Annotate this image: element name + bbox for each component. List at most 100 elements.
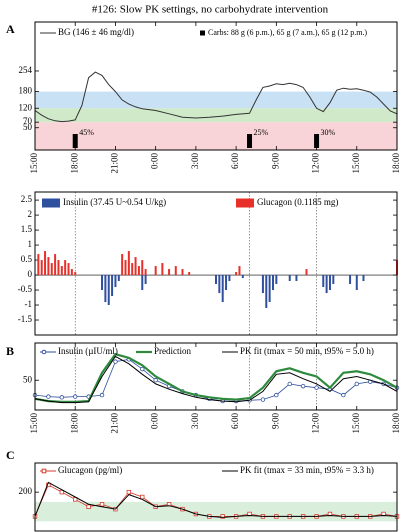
legend-label: Insulin (µIU/ml) xyxy=(58,346,118,356)
y-tick-label: 2 xyxy=(28,209,33,219)
plot-area xyxy=(35,192,397,335)
data-point xyxy=(126,489,132,495)
bar xyxy=(50,263,53,276)
data-point xyxy=(354,381,359,387)
panel-label: A xyxy=(6,22,15,36)
plot-frame xyxy=(34,342,398,411)
data-point xyxy=(274,392,279,398)
bar xyxy=(325,275,328,294)
x-tick-label: 21:00 xyxy=(110,413,120,434)
bar xyxy=(144,269,147,276)
legend-label: Glucagon (pg/ml) xyxy=(58,465,122,475)
data-point xyxy=(260,397,266,402)
annotation: Carbs: 88 g (6 p.m.), 65 g (7 a.m.), 65 … xyxy=(208,28,367,37)
bar xyxy=(40,260,43,276)
bar xyxy=(305,269,308,276)
legend-label: PK fit (tmax = 33 min, t95% = 3.3 h) xyxy=(240,465,374,475)
bar xyxy=(101,275,104,291)
x-tick-label: 0:00 xyxy=(150,153,160,170)
bar xyxy=(104,275,107,303)
x-tick-label: 21:00 xyxy=(110,153,120,174)
bar xyxy=(221,275,224,303)
x-tick-label: 9:00 xyxy=(270,413,280,430)
data-point xyxy=(287,381,292,387)
bar xyxy=(288,275,291,282)
y-tick-label: 1.5 xyxy=(21,224,33,234)
bar xyxy=(265,275,268,309)
bar xyxy=(268,275,271,303)
figure-title: #126: Slow PK settings, no carbohydrate … xyxy=(92,4,329,16)
y-tick-label: 70 xyxy=(23,116,33,126)
data-point xyxy=(73,497,78,502)
bar xyxy=(238,266,241,276)
data-point xyxy=(99,392,105,398)
bar xyxy=(355,275,358,291)
bar xyxy=(67,263,70,276)
bar xyxy=(218,275,221,294)
x-tick-label: 18:00 xyxy=(391,153,401,174)
bar xyxy=(188,272,191,276)
y-tick-label: 120 xyxy=(19,102,33,112)
y-tick-label: 200 xyxy=(19,486,33,496)
bar xyxy=(141,260,144,276)
bar xyxy=(137,266,140,276)
carb-bar xyxy=(314,134,320,148)
bar xyxy=(114,275,117,288)
data-point xyxy=(86,504,91,509)
carb-label: 30% xyxy=(321,128,336,137)
bar xyxy=(70,269,73,276)
data-point xyxy=(341,392,346,398)
y-tick-label: 180 xyxy=(19,86,33,96)
bar xyxy=(144,275,147,285)
y-tick-label: 1 xyxy=(28,239,33,249)
bar xyxy=(54,254,57,276)
bar xyxy=(174,266,177,276)
data-point xyxy=(153,378,158,383)
carb-bar xyxy=(72,134,78,148)
legend-swatch xyxy=(42,198,60,208)
bar xyxy=(228,275,231,282)
range-band xyxy=(35,108,397,123)
bar xyxy=(235,272,238,276)
x-tick-label: 6:00 xyxy=(230,153,240,170)
y-tick-label: 50 xyxy=(23,122,33,132)
bar xyxy=(271,275,274,291)
y-tick-label: 2.5 xyxy=(21,194,33,204)
bar xyxy=(295,275,298,282)
data-point xyxy=(300,383,306,389)
bar xyxy=(349,275,352,285)
x-tick-label: 3:00 xyxy=(190,413,200,430)
bar xyxy=(328,275,331,291)
carb-bar xyxy=(247,134,253,148)
range-band xyxy=(35,122,397,150)
x-tick-label: 18:00 xyxy=(69,153,79,174)
bar xyxy=(168,269,171,276)
data-point xyxy=(59,489,65,495)
legend-label: Glucagon (0.1185 mg) xyxy=(257,197,338,207)
carb-label: 25% xyxy=(254,128,269,137)
legend-label: Insulin (37.45 U~0.54 U/kg) xyxy=(63,197,166,207)
y-tick-label: -1 xyxy=(25,299,33,309)
x-tick-label: 6:00 xyxy=(230,413,240,430)
bar xyxy=(121,254,124,276)
panel-label: B xyxy=(6,344,14,358)
series-line xyxy=(34,352,398,403)
range-band xyxy=(35,91,397,109)
bar xyxy=(111,275,114,297)
y-tick-label: 0 xyxy=(28,269,33,279)
data-point xyxy=(46,394,51,399)
bar xyxy=(44,251,47,276)
series-line xyxy=(34,355,398,404)
data-point xyxy=(113,359,118,364)
bar xyxy=(322,275,325,288)
plot-frame xyxy=(34,21,398,151)
x-tick-label: 12:00 xyxy=(311,413,321,434)
x-tick-label: 0:00 xyxy=(150,413,160,430)
x-tick-label: 15:00 xyxy=(351,413,361,434)
bar xyxy=(60,266,63,276)
data-point xyxy=(140,366,145,372)
data-point xyxy=(59,395,65,400)
x-tick-label: 15:00 xyxy=(29,413,39,434)
x-tick-label: 18:00 xyxy=(391,413,401,434)
